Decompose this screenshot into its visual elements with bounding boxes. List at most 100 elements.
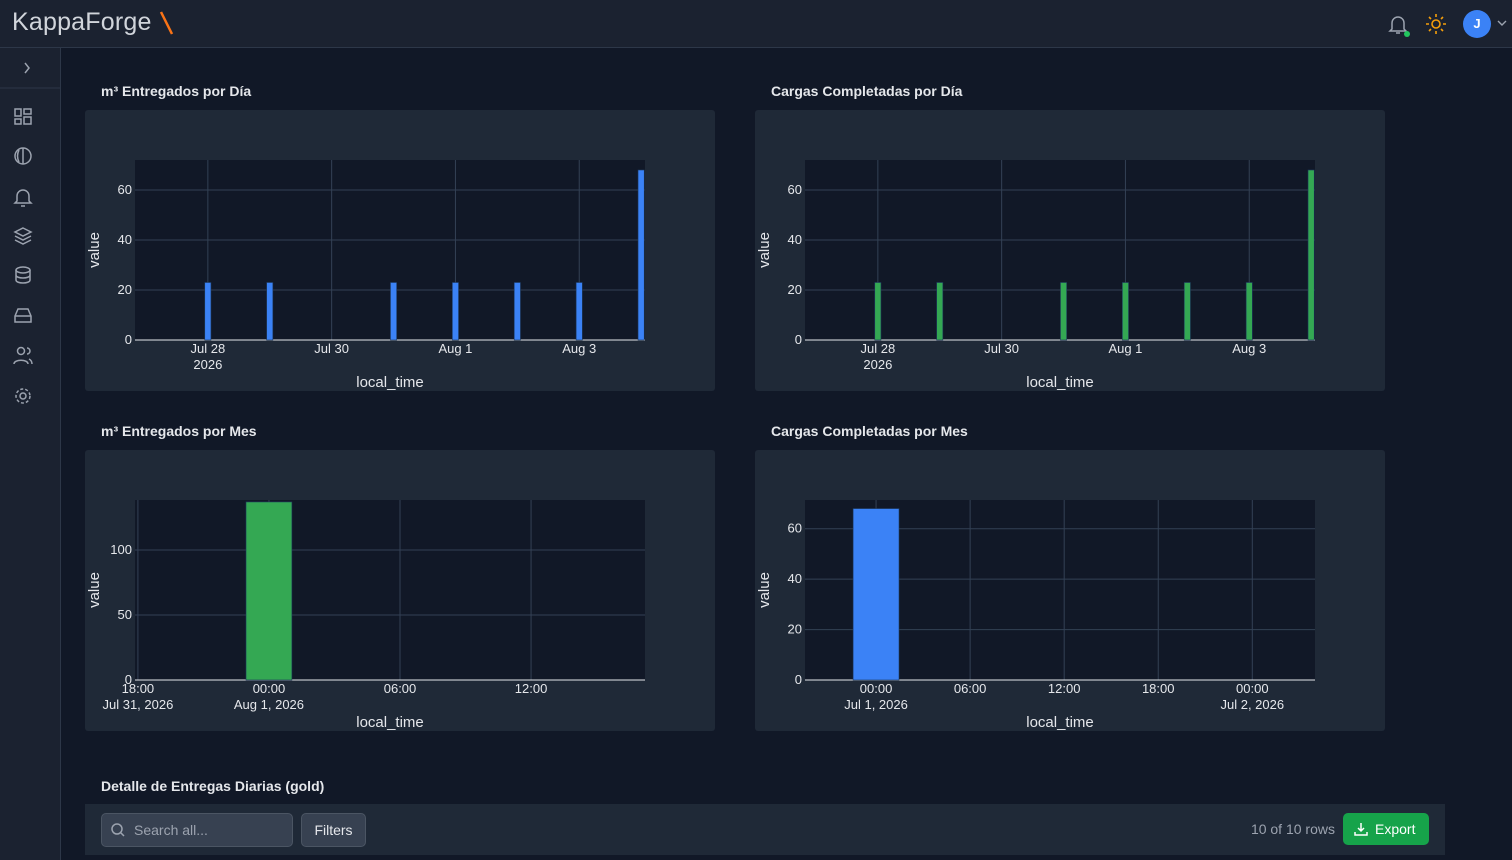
x-tick-label: Aug 3 (562, 341, 596, 356)
x-tick-label: 00:00 Aug 1, 2026 (234, 681, 304, 712)
brand-slash (159, 11, 174, 35)
filters-button[interactable]: Filters (301, 813, 366, 847)
x-axis-title: local_time (1026, 714, 1094, 731)
bar (266, 282, 274, 341)
x-tick-label: 12:00 (1048, 681, 1081, 696)
nav-database[interactable] (15, 266, 31, 284)
search-icon (111, 823, 125, 837)
theme-toggle[interactable] (1424, 12, 1448, 36)
x-tick-label: 00:00 Jul 1, 2026 (844, 681, 908, 712)
chart: 0 20 40 60 00:00 Jul 1, 2026 06:00 12:00 18:00 00… (756, 500, 1315, 731)
chart-title: m³ Entregados por Día (101, 83, 252, 99)
x-tick-label: 00:00 Jul 2, 2026 (1220, 681, 1284, 712)
x-axis-title: local_time (356, 374, 424, 391)
x-tick-label: 06:00 (384, 681, 417, 696)
y-tick-label: 20 (118, 282, 132, 297)
chart: 0 20 40 60 Jul 28 2026 Jul 30 Aug 1 Aug 3 local_t… (756, 160, 1315, 391)
y-tick-label: 0 (795, 332, 802, 347)
x-tick-label: Aug 1 (1108, 341, 1142, 356)
chart: 0 50 100 18:00 Jul 31, 2026 00:00 Aug 1, 2026 0… (86, 500, 645, 731)
chart-panel: 0 20 40 60 Jul 28 2026 Jul 30 Aug 1 Aug 3 local_t… (755, 110, 1385, 391)
sidebar-icons (0, 62, 60, 404)
nav-settings[interactable] (15, 388, 31, 404)
x-tick-label: Jul 30 (314, 341, 349, 356)
nav-storage[interactable] (14, 308, 32, 323)
bar (245, 501, 293, 681)
export-button[interactable]: Export (1343, 813, 1429, 845)
plot-area (135, 160, 645, 340)
y-axis-title: value (756, 232, 773, 268)
x-axis-title: local_time (356, 714, 424, 731)
bar (1060, 282, 1067, 341)
table-toolbar: Search all... Filters 10 of 10 rows Expo… (85, 804, 1445, 855)
bar (1122, 282, 1129, 341)
x-tick-label: 06:00 (954, 681, 987, 696)
bar (637, 169, 645, 341)
table-title: Detalle de Entregas Diarias (gold) (101, 778, 325, 794)
x-tick-label: Jul 28 2026 (191, 341, 226, 372)
bar (852, 508, 900, 681)
avatar-chevron[interactable] (1496, 18, 1508, 28)
x-tick-label: Aug 1 (438, 341, 472, 356)
chart-title: Cargas Completadas por Mes (771, 423, 968, 439)
nav-dashboard[interactable] (14, 108, 32, 125)
bar (874, 282, 882, 341)
brand-text: KappaForge (12, 8, 152, 36)
bar (1245, 282, 1253, 341)
avatar-initial: J (1473, 16, 1481, 31)
chart-title: m³ Entregados por Mes (101, 423, 257, 439)
y-tick-label: 50 (118, 607, 132, 622)
bar (390, 282, 397, 341)
x-axis-title: local_time (1026, 374, 1094, 391)
y-tick-label: 20 (788, 622, 802, 637)
y-tick-label: 20 (788, 282, 802, 297)
nav-explore[interactable] (14, 147, 32, 165)
y-tick-label: 40 (118, 232, 132, 247)
y-tick-label: 60 (118, 182, 132, 197)
bar (204, 282, 212, 341)
filters-label: Filters (314, 822, 353, 838)
x-tick-label: Jul 30 (984, 341, 1019, 356)
x-tick-label: Aug 3 (1232, 341, 1266, 356)
brand[interactable]: KappaForge (12, 8, 152, 37)
y-tick-label: 60 (788, 521, 802, 536)
y-axis-title: value (86, 572, 103, 608)
bar (1183, 282, 1191, 341)
notifications-button[interactable] (1386, 12, 1410, 38)
y-axis-title: value (756, 572, 773, 608)
chart-panel: 0 20 40 60 Jul 28 2026 Jul 30 Aug 1 Aug 3 local_t… (85, 110, 715, 391)
chart-panel: 0 20 40 60 00:00 Jul 1, 2026 06:00 12:00 18:00 00… (755, 450, 1385, 731)
y-tick-label: 0 (125, 332, 132, 347)
bar (452, 282, 459, 341)
chart: 0 20 40 60 Jul 28 2026 Jul 30 Aug 1 Aug 3 local_t… (86, 160, 645, 391)
chart-panel: 0 50 100 18:00 Jul 31, 2026 00:00 Aug 1, 2026 0… (85, 450, 715, 731)
plot-area (135, 500, 645, 680)
search-input[interactable]: Search all... (101, 813, 293, 847)
header: KappaForge J (0, 0, 1512, 48)
y-tick-label: 100 (110, 542, 132, 557)
expand-button[interactable] (24, 62, 30, 74)
chart-title: Cargas Completadas por Día (771, 83, 963, 99)
x-tick-label: 12:00 (515, 681, 548, 696)
y-axis-title: value (86, 232, 103, 268)
y-tick-label: 0 (795, 672, 802, 687)
x-tick-label: 18:00 Jul 31, 2026 (102, 681, 173, 712)
bar (1307, 169, 1315, 341)
nav-layers[interactable] (13, 227, 33, 245)
bar (936, 282, 944, 341)
nav-alerts[interactable] (13, 189, 33, 207)
y-tick-label: 40 (788, 571, 802, 586)
search-placeholder: Search all... (134, 822, 208, 838)
export-icon (1354, 823, 1368, 836)
y-tick-label: 0 (125, 672, 132, 687)
sidebar (0, 48, 61, 860)
y-tick-label: 60 (788, 182, 802, 197)
row-count: 10 of 10 rows (1250, 821, 1335, 837)
x-tick-label: Jul 28 2026 (861, 341, 896, 372)
bar (575, 282, 583, 341)
nav-users[interactable] (13, 346, 33, 365)
avatar[interactable]: J (1463, 10, 1491, 38)
plot-area (805, 160, 1315, 340)
x-tick-label: 18:00 (1142, 681, 1175, 696)
